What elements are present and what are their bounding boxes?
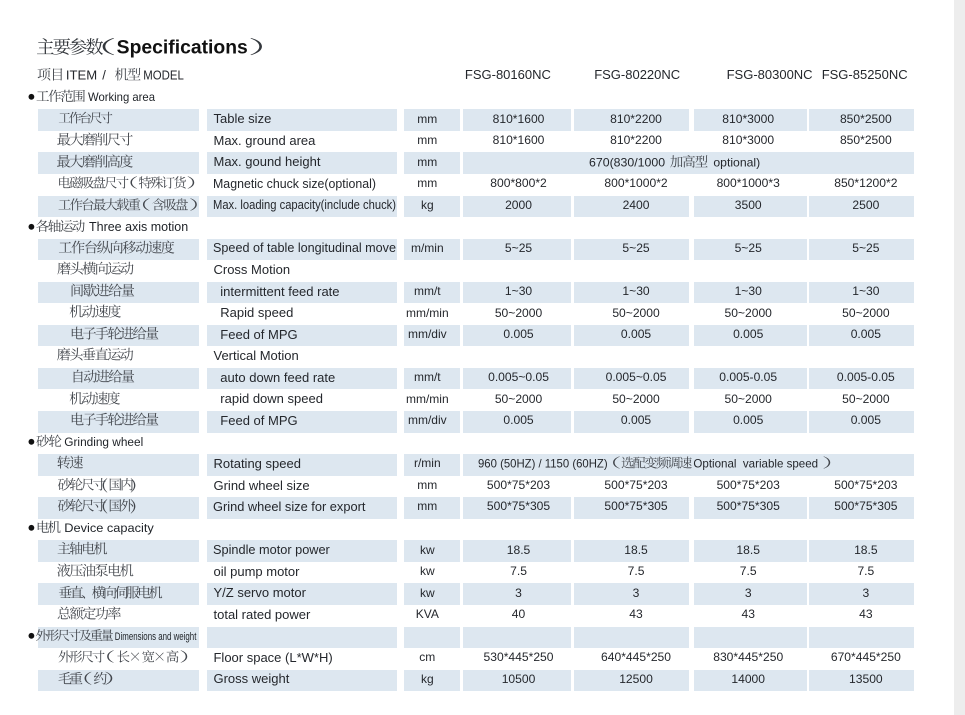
svg-text:Device capacity: Device capacity	[64, 521, 154, 535]
svg-text:/: /	[102, 68, 106, 83]
svg-text:Specifications: Specifications	[117, 37, 248, 58]
svg-text:optional): optional)	[713, 155, 760, 169]
svg-text:960 (50HZ) / 1150 (60HZ): 960 (50HZ) / 1150 (60HZ)	[478, 458, 608, 471]
svg-text:670(830/1000: 670(830/1000	[589, 155, 665, 169]
svg-text:Working area: Working area	[88, 90, 155, 104]
svg-text:Three axis motion: Three axis motion	[89, 219, 188, 234]
svg-text:MODEL: MODEL	[143, 69, 184, 83]
svg-text:Dimensions and weight: Dimensions and weight	[115, 631, 197, 643]
svg-text:Optional variable speed: Optional variable speed	[693, 457, 818, 471]
svg-text:Grinding wheel: Grinding wheel	[64, 435, 143, 449]
svg-text:ITEM: ITEM	[66, 68, 97, 83]
